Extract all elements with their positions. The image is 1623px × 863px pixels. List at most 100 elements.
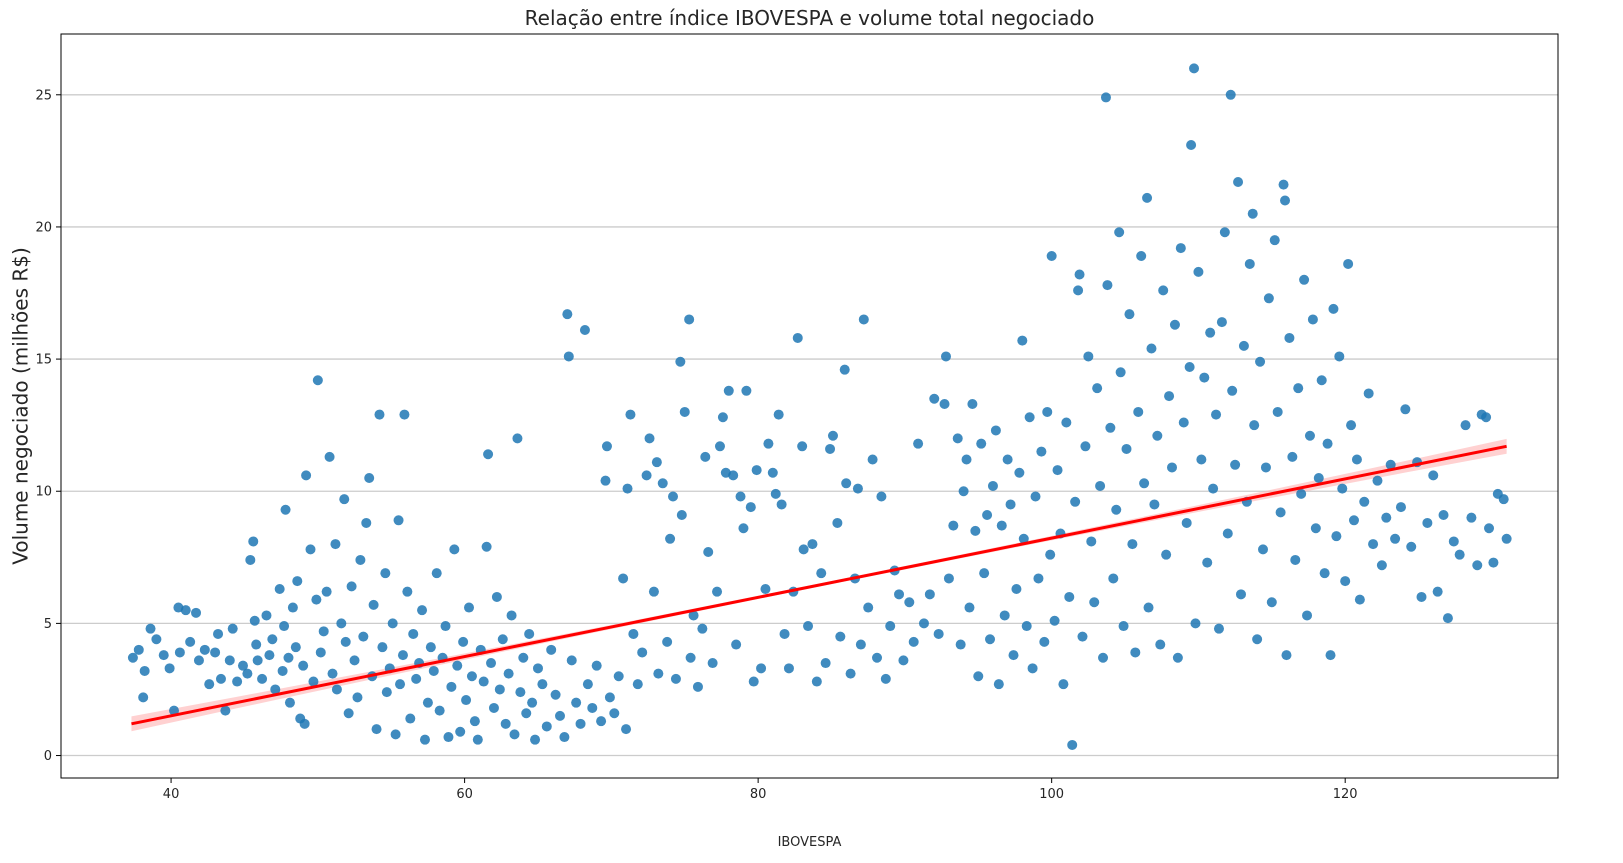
data-point <box>1249 420 1260 431</box>
data-point <box>245 554 256 565</box>
data-point <box>387 618 398 629</box>
data-point <box>1045 549 1056 560</box>
data-point <box>712 586 723 597</box>
data-point <box>967 399 978 410</box>
data-point <box>1127 539 1138 550</box>
data-point <box>1008 650 1019 661</box>
data-point <box>1316 375 1327 386</box>
data-point <box>839 364 850 375</box>
data-point <box>315 647 326 658</box>
data-point <box>1067 739 1078 750</box>
data-point <box>852 483 863 494</box>
data-point <box>434 705 445 716</box>
data-point <box>1102 280 1113 291</box>
data-point <box>1083 351 1094 362</box>
data-point <box>904 597 915 608</box>
data-point <box>292 576 303 587</box>
data-point <box>1190 618 1201 629</box>
data-point <box>1152 430 1163 441</box>
data-point <box>1501 533 1512 544</box>
data-point <box>1018 533 1029 544</box>
data-point <box>845 668 856 679</box>
data-point <box>1118 621 1129 632</box>
data-point <box>835 631 846 642</box>
data-point <box>1205 327 1216 338</box>
data-point <box>509 729 520 740</box>
data-point <box>1196 454 1207 465</box>
data-point <box>408 628 419 639</box>
data-point <box>381 687 392 698</box>
data-point <box>340 636 351 647</box>
data-point <box>527 697 538 708</box>
data-point <box>924 589 935 600</box>
data-point <box>993 679 1004 690</box>
data-point <box>1275 507 1286 518</box>
data-point <box>169 705 180 716</box>
data-point <box>324 451 335 462</box>
data-point <box>368 599 379 610</box>
data-point <box>503 668 514 679</box>
data-point <box>1346 420 1357 431</box>
regression-line-path <box>131 444 1507 726</box>
data-point <box>1244 258 1255 269</box>
data-point <box>979 568 990 579</box>
data-point <box>929 393 940 404</box>
data-point <box>872 652 883 663</box>
data-point <box>330 539 341 550</box>
data-point <box>1432 586 1443 597</box>
data-point <box>1293 383 1304 394</box>
data-point <box>1280 195 1291 206</box>
data-point <box>1385 459 1396 470</box>
data-point <box>559 732 570 743</box>
data-point <box>213 628 224 639</box>
data-point <box>1328 303 1339 314</box>
data-point <box>731 639 742 650</box>
data-point <box>700 451 711 462</box>
data-point <box>518 652 529 663</box>
data-point <box>242 668 253 679</box>
data-point <box>466 671 477 682</box>
data-point <box>692 681 703 692</box>
data-point <box>270 684 281 695</box>
x-axis-ticks: 40 60 80 100 120 <box>163 778 1358 802</box>
data-point <box>1142 192 1153 203</box>
data-point <box>1021 621 1032 632</box>
data-point <box>481 541 492 552</box>
data-point <box>657 478 668 489</box>
axes-frame <box>60 33 1559 779</box>
data-point <box>601 441 612 452</box>
data-point <box>985 634 996 645</box>
data-point <box>976 438 987 449</box>
data-point <box>312 375 323 386</box>
data-point <box>1046 251 1057 262</box>
data-point <box>728 470 739 481</box>
data-point <box>1390 533 1401 544</box>
data-point <box>530 734 541 745</box>
data-point <box>393 515 404 526</box>
data-point <box>1448 536 1459 547</box>
data-point <box>1484 523 1495 534</box>
data-point <box>232 676 243 687</box>
data-point <box>1175 243 1186 254</box>
data-point <box>215 673 226 684</box>
data-point <box>1313 473 1324 484</box>
data-point <box>858 314 869 325</box>
data-point <box>298 660 309 671</box>
data-point <box>1186 140 1197 151</box>
data-point <box>1302 610 1313 621</box>
regression-line <box>131 444 1507 726</box>
data-point <box>1238 340 1249 351</box>
data-point <box>1351 454 1362 465</box>
data-point <box>641 470 652 481</box>
data-point <box>676 510 687 521</box>
data-point <box>751 465 762 476</box>
y-tick-label: 5 <box>44 617 52 632</box>
data-point <box>1422 517 1433 528</box>
data-point <box>675 356 686 367</box>
data-point <box>665 533 676 544</box>
data-point <box>1024 412 1035 423</box>
data-point <box>478 676 489 687</box>
data-point <box>579 325 590 336</box>
data-point <box>1208 483 1219 494</box>
